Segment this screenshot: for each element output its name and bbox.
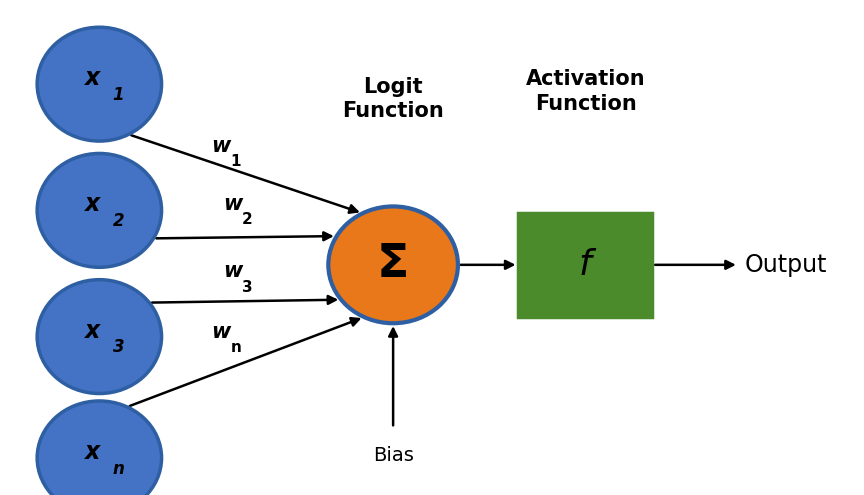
Text: Logit
Function: Logit Function bbox=[342, 77, 444, 121]
Text: 1: 1 bbox=[112, 86, 124, 104]
Text: x: x bbox=[85, 193, 100, 216]
Text: x: x bbox=[85, 319, 100, 343]
Ellipse shape bbox=[37, 401, 162, 495]
Text: w: w bbox=[223, 261, 242, 281]
Text: 2: 2 bbox=[112, 212, 124, 230]
Text: n: n bbox=[231, 340, 242, 355]
Text: Activation
Function: Activation Function bbox=[526, 69, 645, 114]
Text: w: w bbox=[212, 322, 231, 342]
Ellipse shape bbox=[37, 153, 162, 267]
Text: Σ: Σ bbox=[377, 243, 410, 287]
Ellipse shape bbox=[37, 280, 162, 394]
Text: Bias: Bias bbox=[372, 446, 414, 465]
Text: 2: 2 bbox=[242, 212, 252, 227]
Ellipse shape bbox=[37, 27, 162, 141]
Ellipse shape bbox=[328, 206, 458, 323]
Text: Output: Output bbox=[745, 253, 828, 277]
Text: 3: 3 bbox=[112, 339, 124, 356]
FancyBboxPatch shape bbox=[518, 213, 652, 317]
Text: f: f bbox=[579, 248, 592, 282]
Text: 3: 3 bbox=[242, 280, 252, 295]
Text: x: x bbox=[85, 66, 100, 90]
Text: w: w bbox=[212, 136, 231, 156]
Text: n: n bbox=[112, 460, 124, 478]
Text: w: w bbox=[223, 194, 242, 214]
Text: 1: 1 bbox=[231, 154, 241, 169]
Text: x: x bbox=[85, 440, 100, 464]
